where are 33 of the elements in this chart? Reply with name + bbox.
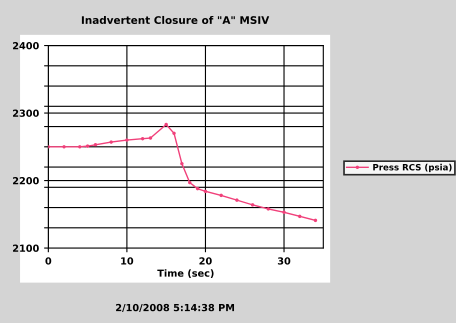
point [250, 203, 254, 207]
point [219, 194, 223, 198]
point [266, 207, 270, 211]
point [188, 180, 192, 184]
y-tick-label: 2300 [13, 110, 39, 117]
point [172, 132, 176, 136]
chart-title: Inadvertent Closure of "A" MSIV [82, 16, 270, 24]
x-axis-title: Time (sec) [157, 269, 214, 278]
x-tick-label: 20 [199, 257, 212, 265]
point [86, 144, 90, 148]
point [235, 198, 239, 202]
point [164, 122, 168, 126]
point [282, 210, 286, 214]
point [62, 145, 66, 149]
point [314, 218, 318, 222]
point [148, 136, 152, 140]
text: 2/10/2008 5:14:38 PM [116, 304, 234, 312]
x-tick-label: 10 [121, 257, 134, 265]
y-tick-label: 2200 [13, 177, 39, 184]
point [196, 186, 200, 190]
x-tick-label: 0 [45, 257, 52, 265]
y-tick-label: 2100 [13, 244, 39, 252]
point [180, 162, 184, 166]
legend-label: Press RCS (psia) [373, 164, 452, 172]
point [109, 140, 113, 144]
y-tick-label: 2400 [13, 42, 39, 50]
point [125, 138, 129, 142]
point [140, 136, 144, 140]
point [94, 143, 98, 147]
point [298, 214, 302, 218]
point [78, 145, 82, 149]
point [204, 190, 208, 194]
x-tick-label: 30 [278, 257, 290, 265]
